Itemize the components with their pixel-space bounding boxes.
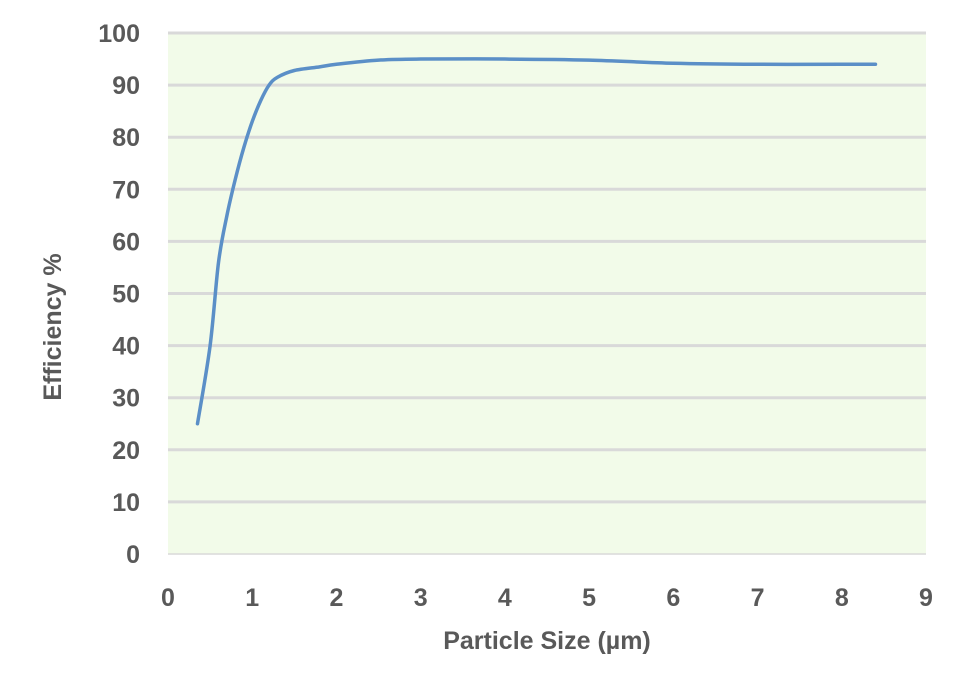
y-tick-label: 100 [98,20,140,48]
x-tick-label: 8 [835,584,849,612]
series-group [195,57,878,426]
y-tick-label: 50 [112,281,140,309]
x-tick-label: 3 [414,584,428,612]
y-tick-label: 60 [112,228,140,256]
x-tick-label: 1 [245,584,259,612]
y-tick-label: 0 [126,541,140,569]
gridlines [168,31,926,555]
y-axis-title: Efficiency % [39,253,67,400]
x-tick-label: 5 [582,584,596,612]
x-tick-label: 7 [751,584,765,612]
y-tick-label: 80 [112,124,140,152]
x-tick-label: 6 [666,584,680,612]
x-tick-label: 0 [161,584,175,612]
y-tick-label: 40 [112,333,140,361]
y-tick-label: 30 [112,385,140,413]
y-tick-label: 20 [112,437,140,465]
x-tick-label: 4 [498,584,512,612]
x-tick-label: 2 [329,584,343,612]
x-axis-title: Particle Size (µm) [443,627,651,655]
y-axis-ticks: 0 10 20 30 40 50 60 70 80 90 100 [98,20,140,569]
x-tick-label: 9 [919,584,933,612]
y-tick-label: 10 [112,489,140,517]
y-tick-label: 70 [112,176,140,204]
y-tick-label: 90 [112,72,140,100]
x-axis-ticks: 0 1 2 3 4 5 6 7 8 9 [161,584,933,612]
efficiency-series-line [195,57,878,426]
